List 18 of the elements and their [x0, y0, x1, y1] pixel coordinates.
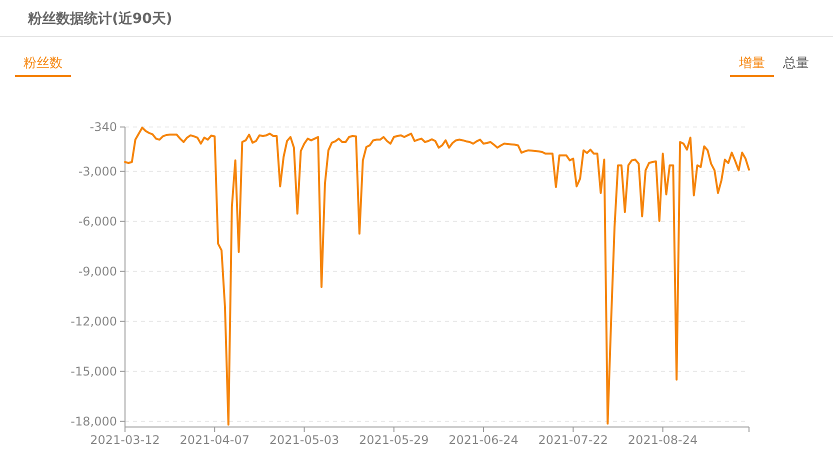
x-tick-label: 2021-08-24 — [628, 433, 698, 447]
y-tick-label: -9,000 — [78, 264, 117, 279]
text: 增量 — [738, 56, 765, 71]
x-tick-label: 2021-05-29 — [359, 433, 429, 447]
x-tick-label: 2021-04-07 — [180, 433, 250, 447]
x-tick-label: 2021-03-12 — [90, 433, 160, 447]
y-tick-label: -12,000 — [70, 314, 117, 329]
y-tick-label: -18,000 — [70, 414, 117, 429]
y-tick-label: -340 — [90, 120, 117, 134]
y-tick-label: -6,000 — [78, 214, 117, 229]
text: 总量 — [782, 56, 809, 71]
text: 粉丝数 — [24, 56, 62, 71]
x-tick-label: 2021-06-24 — [448, 433, 518, 447]
y-tick-label: -15,000 — [70, 364, 117, 379]
x-tick-label: 2021-07-22 — [538, 433, 608, 447]
y-tick-label: -3,000 — [78, 164, 117, 179]
chart-title: 粉丝数据统计(近90天) — [27, 10, 172, 27]
x-tick-label: 2021-05-03 — [269, 433, 340, 447]
